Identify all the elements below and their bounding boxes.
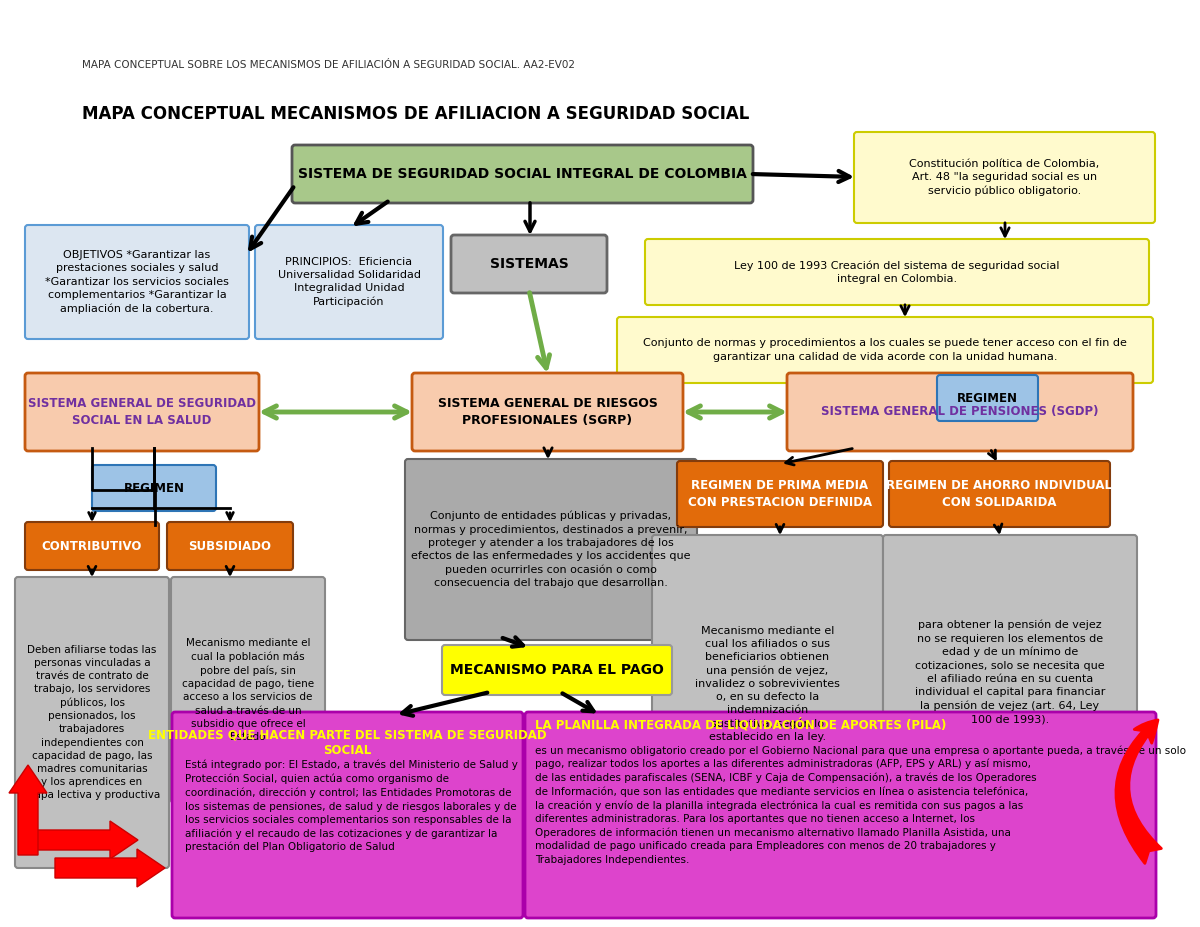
Text: SISTEMA GENERAL DE RIESGOS
PROFESIONALES (SGRP): SISTEMA GENERAL DE RIESGOS PROFESIONALES…: [438, 397, 658, 427]
FancyBboxPatch shape: [646, 239, 1150, 305]
Text: Mecanismo mediante el
cual los afiliados o sus
beneficiarios obtienen
una pensió: Mecanismo mediante el cual los afiliados…: [695, 626, 840, 743]
Text: Conjunto de entidades públicas y privadas,
normas y procedimientos, destinados a: Conjunto de entidades públicas y privada…: [412, 511, 691, 588]
FancyBboxPatch shape: [25, 225, 250, 339]
Text: Está integrado por: El Estado, a través del Ministerio de Salud y
Protección Soc: Está integrado por: El Estado, a través …: [185, 760, 518, 853]
FancyArrow shape: [28, 821, 138, 859]
FancyBboxPatch shape: [883, 535, 1138, 809]
Text: LA PLANILLA INTEGRADA DE LIQUIDACIÓN DE APORTES (PILA): LA PLANILLA INTEGRADA DE LIQUIDACIÓN DE …: [535, 718, 947, 731]
FancyArrow shape: [10, 765, 47, 855]
FancyBboxPatch shape: [406, 459, 697, 640]
FancyBboxPatch shape: [256, 225, 443, 339]
FancyBboxPatch shape: [14, 577, 169, 868]
FancyBboxPatch shape: [172, 712, 523, 918]
FancyBboxPatch shape: [652, 535, 883, 833]
Text: REGIMEN DE PRIMA MEDIA
CON PRESTACION DEFINIDA: REGIMEN DE PRIMA MEDIA CON PRESTACION DE…: [688, 479, 872, 509]
FancyBboxPatch shape: [92, 465, 216, 511]
FancyBboxPatch shape: [787, 373, 1133, 451]
FancyBboxPatch shape: [412, 373, 683, 451]
Text: CONTRIBUTIVO: CONTRIBUTIVO: [42, 540, 142, 552]
FancyBboxPatch shape: [442, 645, 672, 695]
Text: Constitución política de Colombia,
Art. 48 "la seguridad social es un
servicio p: Constitución política de Colombia, Art. …: [910, 159, 1099, 197]
FancyBboxPatch shape: [25, 373, 259, 451]
Text: OBJETIVOS *Garantizar las
prestaciones sociales y salud
*Garantizar los servicio: OBJETIVOS *Garantizar las prestaciones s…: [46, 250, 229, 313]
FancyBboxPatch shape: [889, 461, 1110, 527]
FancyBboxPatch shape: [172, 577, 325, 803]
Text: Conjunto de normas y procedimientos a los cuales se puede tener acceso con el fi: Conjunto de normas y procedimientos a lo…: [643, 338, 1127, 362]
Text: SISTEMA GENERAL DE SEGURIDAD
SOCIAL EN LA SALUD: SISTEMA GENERAL DE SEGURIDAD SOCIAL EN L…: [28, 397, 256, 427]
Text: MAPA CONCEPTUAL SOBRE LOS MECANISMOS DE AFILIACIÓN A SEGURIDAD SOCIAL. AA2-EV02: MAPA CONCEPTUAL SOBRE LOS MECANISMOS DE …: [82, 60, 575, 70]
Text: es un mecanismo obligatorio creado por el Gobierno Nacional para que una empresa: es un mecanismo obligatorio creado por e…: [535, 745, 1186, 865]
Text: SISTEMA GENERAL DE PENSIONES (SGDP): SISTEMA GENERAL DE PENSIONES (SGDP): [821, 405, 1099, 418]
FancyBboxPatch shape: [854, 132, 1154, 223]
Text: SISTEMA DE SEGURIDAD SOCIAL INTEGRAL DE COLOMBIA: SISTEMA DE SEGURIDAD SOCIAL INTEGRAL DE …: [298, 167, 746, 181]
Text: SUBSIDIADO: SUBSIDIADO: [188, 540, 271, 552]
FancyBboxPatch shape: [617, 317, 1153, 383]
FancyBboxPatch shape: [292, 145, 754, 203]
Text: Mecanismo mediante el
cual la población más
pobre del país, sin
capacidad de pag: Mecanismo mediante el cual la población …: [182, 638, 314, 742]
Text: REGIMEN: REGIMEN: [124, 481, 185, 494]
Text: MAPA CONCEPTUAL MECANISMOS DE AFILIACION A SEGURIDAD SOCIAL: MAPA CONCEPTUAL MECANISMOS DE AFILIACION…: [82, 105, 749, 123]
FancyBboxPatch shape: [167, 522, 293, 570]
FancyBboxPatch shape: [526, 712, 1156, 918]
FancyBboxPatch shape: [937, 375, 1038, 421]
Text: REGIMEN: REGIMEN: [958, 391, 1018, 404]
FancyArrow shape: [55, 849, 166, 887]
Text: MECANISMO PARA EL PAGO: MECANISMO PARA EL PAGO: [450, 663, 664, 677]
Text: REGIMEN DE AHORRO INDIVIDUAL
CON SOLIDARIDA: REGIMEN DE AHORRO INDIVIDUAL CON SOLIDAR…: [887, 479, 1112, 509]
FancyBboxPatch shape: [25, 522, 158, 570]
Text: para obtener la pensión de vejez
no se requieren los elementos de
edad y de un m: para obtener la pensión de vejez no se r…: [914, 620, 1105, 724]
Text: Ley 100 de 1993 Creación del sistema de seguridad social
integral en Colombia.: Ley 100 de 1993 Creación del sistema de …: [734, 260, 1060, 284]
Text: PRINCIPIOS:  Eficiencia
Universalidad Solidaridad
Integralidad Unidad
Participac: PRINCIPIOS: Eficiencia Universalidad Sol…: [277, 257, 420, 307]
FancyBboxPatch shape: [677, 461, 883, 527]
Text: Deben afiliarse todas las
personas vinculadas a
través de contrato de
trabajo, l: Deben afiliarse todas las personas vincu…: [24, 644, 160, 800]
Text: SISTEMAS: SISTEMAS: [490, 257, 569, 271]
Text: ENTIDADES QUE HACEN PARTE DEL SISTEMA DE SEGURIDAD
SOCIAL: ENTIDADES QUE HACEN PARTE DEL SISTEMA DE…: [148, 728, 547, 757]
FancyBboxPatch shape: [451, 235, 607, 293]
